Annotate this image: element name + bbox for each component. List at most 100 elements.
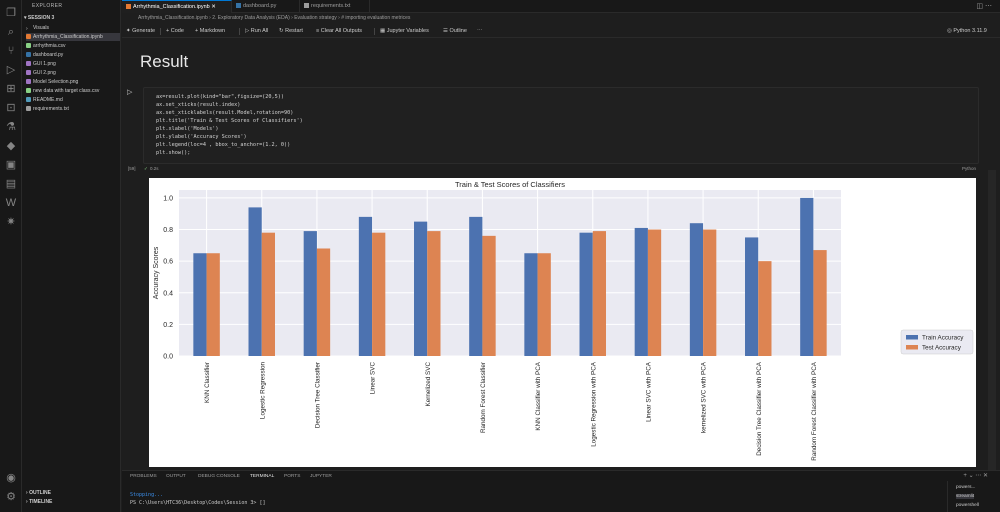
text-file-icon (304, 3, 309, 9)
tab-output[interactable]: OUTPUT (166, 474, 186, 479)
code-text: plt.xlabel('Models') (156, 126, 219, 132)
run-cell-icon[interactable]: ▷ (127, 89, 133, 96)
tab-dashboard[interactable]: dashboard.py (232, 0, 300, 13)
breadcrumb[interactable]: Arrhythmia_Classification.ipynb › 2. Exp… (138, 15, 411, 21)
more-icon[interactable]: ⋯ (477, 28, 483, 34)
y-tick-label: 1.0 (163, 195, 173, 202)
tree-item-image[interactable]: GUI 1.png (26, 60, 120, 68)
run-debug-icon[interactable]: ▷ (6, 64, 16, 76)
terminal-item[interactable]: powershell (956, 503, 979, 508)
wave-icon[interactable]: W (5, 197, 17, 209)
tree-item-image[interactable]: Model Selection.png (26, 78, 120, 86)
settings-sync-icon[interactable]: ✷ (6, 216, 16, 228)
gear-icon[interactable]: ⚙ (6, 491, 16, 503)
editor-actions[interactable]: ◫ ⋯ (976, 2, 992, 10)
tab-jupyter[interactable]: JUPYTER (310, 474, 332, 479)
more-actions-icon[interactable]: ⋯ (985, 3, 992, 10)
chevron-down-icon[interactable]: ⌄ (968, 473, 974, 479)
source-control-icon[interactable]: ⑂ (7, 45, 15, 57)
cell-language[interactable]: Python (961, 166, 976, 171)
breadcrumb-section[interactable]: 2. Exploratory Data Analysis (EDA) (212, 15, 290, 21)
restart-label: Restart (285, 28, 303, 34)
generate-label: Generate (132, 28, 156, 34)
plot-area (179, 190, 841, 356)
account-icon[interactable]: ◉ (6, 472, 16, 484)
bar-test (206, 253, 220, 356)
tree-item-text[interactable]: requirements.txt (26, 105, 120, 113)
x-tick-label: KNN Classifier with PCA (535, 361, 542, 430)
x-tick-label: Decision Tree Classifier with PCA (756, 361, 763, 456)
panel-actions[interactable]: + ⌄ ⋯ ✕ (963, 472, 988, 479)
testing-icon[interactable]: ⚗ (6, 121, 16, 133)
remote-icon[interactable]: ⊡ (6, 102, 16, 114)
tree-item-csv[interactable]: new data with target class.csv (26, 87, 120, 95)
outline-section[interactable]: › OUTLINE (26, 490, 52, 496)
terminal-item[interactable]: streamlit (956, 494, 975, 499)
x-tick-label: KNN Classifier (204, 362, 211, 403)
bar-train (634, 227, 648, 356)
add-terminal-icon[interactable]: + (963, 473, 967, 479)
bar-test (647, 229, 662, 356)
restart-button[interactable]: ↻ Restart (279, 28, 303, 34)
code-text: plt.legend(loc=4 , bbox_to_anchor=(1.2, … (156, 142, 291, 148)
extensions-icon[interactable]: ⊞ (6, 83, 16, 95)
split-editor-icon[interactable]: ◫ (976, 3, 984, 10)
more-actions-icon[interactable]: ⋯ (975, 473, 982, 479)
python-icon[interactable]: ◆ (6, 140, 16, 152)
code-text: ax=result.plot(kind="bar",figsize=(20,5)… (156, 94, 285, 100)
tab-problems[interactable]: PROBLEMS (130, 474, 157, 479)
add-markdown-button[interactable]: + Markdown (195, 28, 226, 34)
kernel-picker[interactable]: ◎ Python 3.11.9 (947, 28, 987, 34)
tree-label: README.md (33, 97, 63, 103)
code-cell[interactable]: ax=result.plot(kind="bar",figsize=(20,5)… (143, 87, 979, 164)
tree-item-python[interactable]: dashboard.py (26, 51, 120, 59)
scrollbar[interactable] (988, 170, 996, 470)
tree-item-csv[interactable]: arrhythmia.csv (26, 42, 120, 50)
outline-label: OUTLINE (29, 490, 52, 496)
markdown-file-icon (26, 97, 31, 103)
tree-label: new data with target class.csv (33, 88, 100, 94)
bar-train (524, 253, 538, 356)
code-text: ax.set_xticklabels(result.Model,rotation… (156, 110, 294, 116)
chart-title: Train & Test Scores of Classifiers (455, 180, 565, 189)
tree-item-notebook[interactable]: Arrhythmia_Classification.ipynb (26, 33, 120, 41)
notebook-icon[interactable]: ▤ (5, 178, 17, 190)
tree-item-visuals[interactable]: › Visuals (26, 24, 120, 32)
variables-button[interactable]: ▦ Jupyter Variables (380, 28, 429, 34)
breadcrumb-cell[interactable]: # importing evaluation metrices (341, 15, 411, 21)
close-icon[interactable]: ✕ (211, 4, 216, 10)
markdown-heading: Result (140, 52, 189, 71)
tab-notebook[interactable]: Arrhythmia_Classification.ipynb ✕ (122, 0, 232, 13)
tab-label: requirements.txt (311, 3, 351, 9)
tab-ports[interactable]: PORTS (284, 474, 301, 479)
code-line: ax=result.plot(kind="bar",figsize=(20,5)… (156, 94, 284, 100)
tree-item-markdown[interactable]: README.md (26, 96, 120, 104)
tree-item-image[interactable]: GUI 2.png (26, 69, 120, 77)
run-all-button[interactable]: ▷ Run All (245, 28, 269, 34)
docker-icon[interactable]: ▣ (5, 159, 17, 171)
search-icon[interactable]: ⌕ (7, 26, 15, 38)
timeline-section[interactable]: › TIMELINE (26, 499, 53, 505)
tree-label: Arrhythmia_Classification.ipynb (33, 34, 103, 40)
breadcrumb-file[interactable]: Arrhythmia_Classification.ipynb (138, 15, 208, 21)
terminal-line: Stopping... (130, 492, 164, 498)
breadcrumb-sub[interactable]: Evaluation strategy (294, 15, 337, 21)
x-tick-label: Kernelized SVC (425, 362, 432, 407)
editor-tabs: Arrhythmia_Classification.ipynb ✕ dashbo… (122, 0, 1000, 13)
outline-button[interactable]: ☰ Outline (443, 28, 467, 34)
y-tick-label: 0.0 (163, 354, 173, 361)
tab-debug-console[interactable]: DEBUG CONSOLE (198, 474, 240, 479)
files-icon[interactable]: ❐ (6, 7, 16, 19)
timeline-label: TIMELINE (29, 499, 53, 505)
clear-outputs-button[interactable]: ≡ Clear All Outputs (316, 28, 363, 34)
generate-button[interactable]: ✦ Generate (126, 28, 156, 34)
terminal-item[interactable]: powers... (956, 485, 976, 490)
bar-test (261, 232, 275, 356)
terminal[interactable]: Stopping... PS C:\Users\HTC36\Desktop\Co… (122, 481, 947, 512)
explorer-section[interactable]: ▾ SESSION 3 (24, 15, 55, 21)
tab-label: dashboard.py (243, 3, 277, 9)
close-icon[interactable]: ✕ (982, 473, 988, 479)
add-code-button[interactable]: + Code (166, 28, 184, 34)
tab-requirements[interactable]: requirements.txt (300, 0, 370, 13)
x-tick-label: Logestic Regression with PCA (590, 361, 597, 446)
